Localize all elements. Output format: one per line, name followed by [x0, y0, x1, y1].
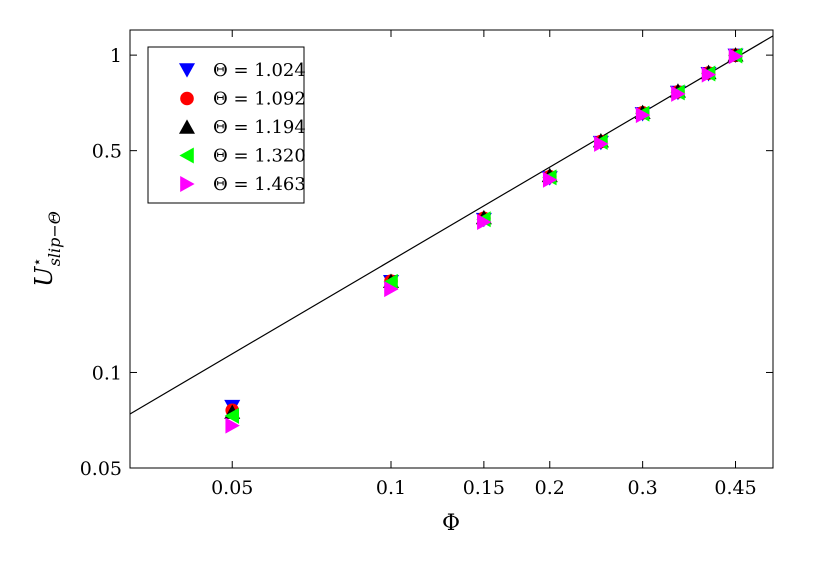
legend-label-2: Θ = 1.092 [213, 89, 306, 110]
y-tick-label: 0.1 [92, 362, 122, 384]
x-tick-label: 0.15 [463, 477, 505, 499]
y-tick-label: 1 [110, 45, 122, 67]
plot-frame [129, 29, 774, 469]
legend-marker-5 [180, 176, 195, 192]
legend-label-1: Θ = 1.024 [213, 60, 306, 81]
x-tick-label: 0.2 [535, 477, 565, 499]
legend-marker-3 [179, 119, 195, 134]
data-point-series-5 [477, 213, 492, 230]
data-point-series-5 [671, 85, 686, 102]
y-axis-label: U⋆slip−Θ [28, 211, 64, 287]
legend-label-3: Θ = 1.194 [213, 117, 306, 138]
data-point-series-5 [384, 281, 399, 298]
data-point-series-5 [701, 66, 717, 83]
x-axis-label: Φ [442, 511, 460, 536]
x-tick-label: 0.45 [714, 477, 756, 499]
legend-marker-4 [179, 147, 194, 164]
y-axis-label-sup: ⋆ [28, 257, 46, 266]
data-point-series-5 [635, 107, 651, 124]
data-point-series-4 [383, 273, 398, 290]
x-tick-label: 0.3 [628, 477, 658, 499]
legend-marker-1 [179, 63, 195, 78]
data-point-series-5 [542, 171, 558, 188]
legend-label-5: Θ = 1.463 [213, 174, 306, 195]
y-tick-label: 0.05 [80, 458, 122, 480]
x-tick-label: 0.1 [376, 477, 406, 499]
legend: Θ = 1.024 Θ = 1.092 Θ = 1.194 Θ = 1.320 Θ = … [147, 46, 306, 204]
y-tick-label: 0.5 [92, 141, 122, 163]
y-axis-label-main: U [30, 266, 58, 287]
y-axis-label-sub: slip−Θ [45, 211, 64, 266]
legend-box [147, 46, 305, 204]
legend-marker-2 [180, 91, 194, 106]
data-point-series-4 [224, 407, 240, 424]
x-tick-label: 0.05 [211, 477, 253, 499]
data-point-series-5 [594, 135, 609, 152]
data-point-series-5 [225, 417, 240, 434]
legend-label-4: Θ = 1.320 [213, 146, 306, 167]
data-point-series-5 [728, 48, 744, 65]
fit-line [129, 35, 774, 415]
